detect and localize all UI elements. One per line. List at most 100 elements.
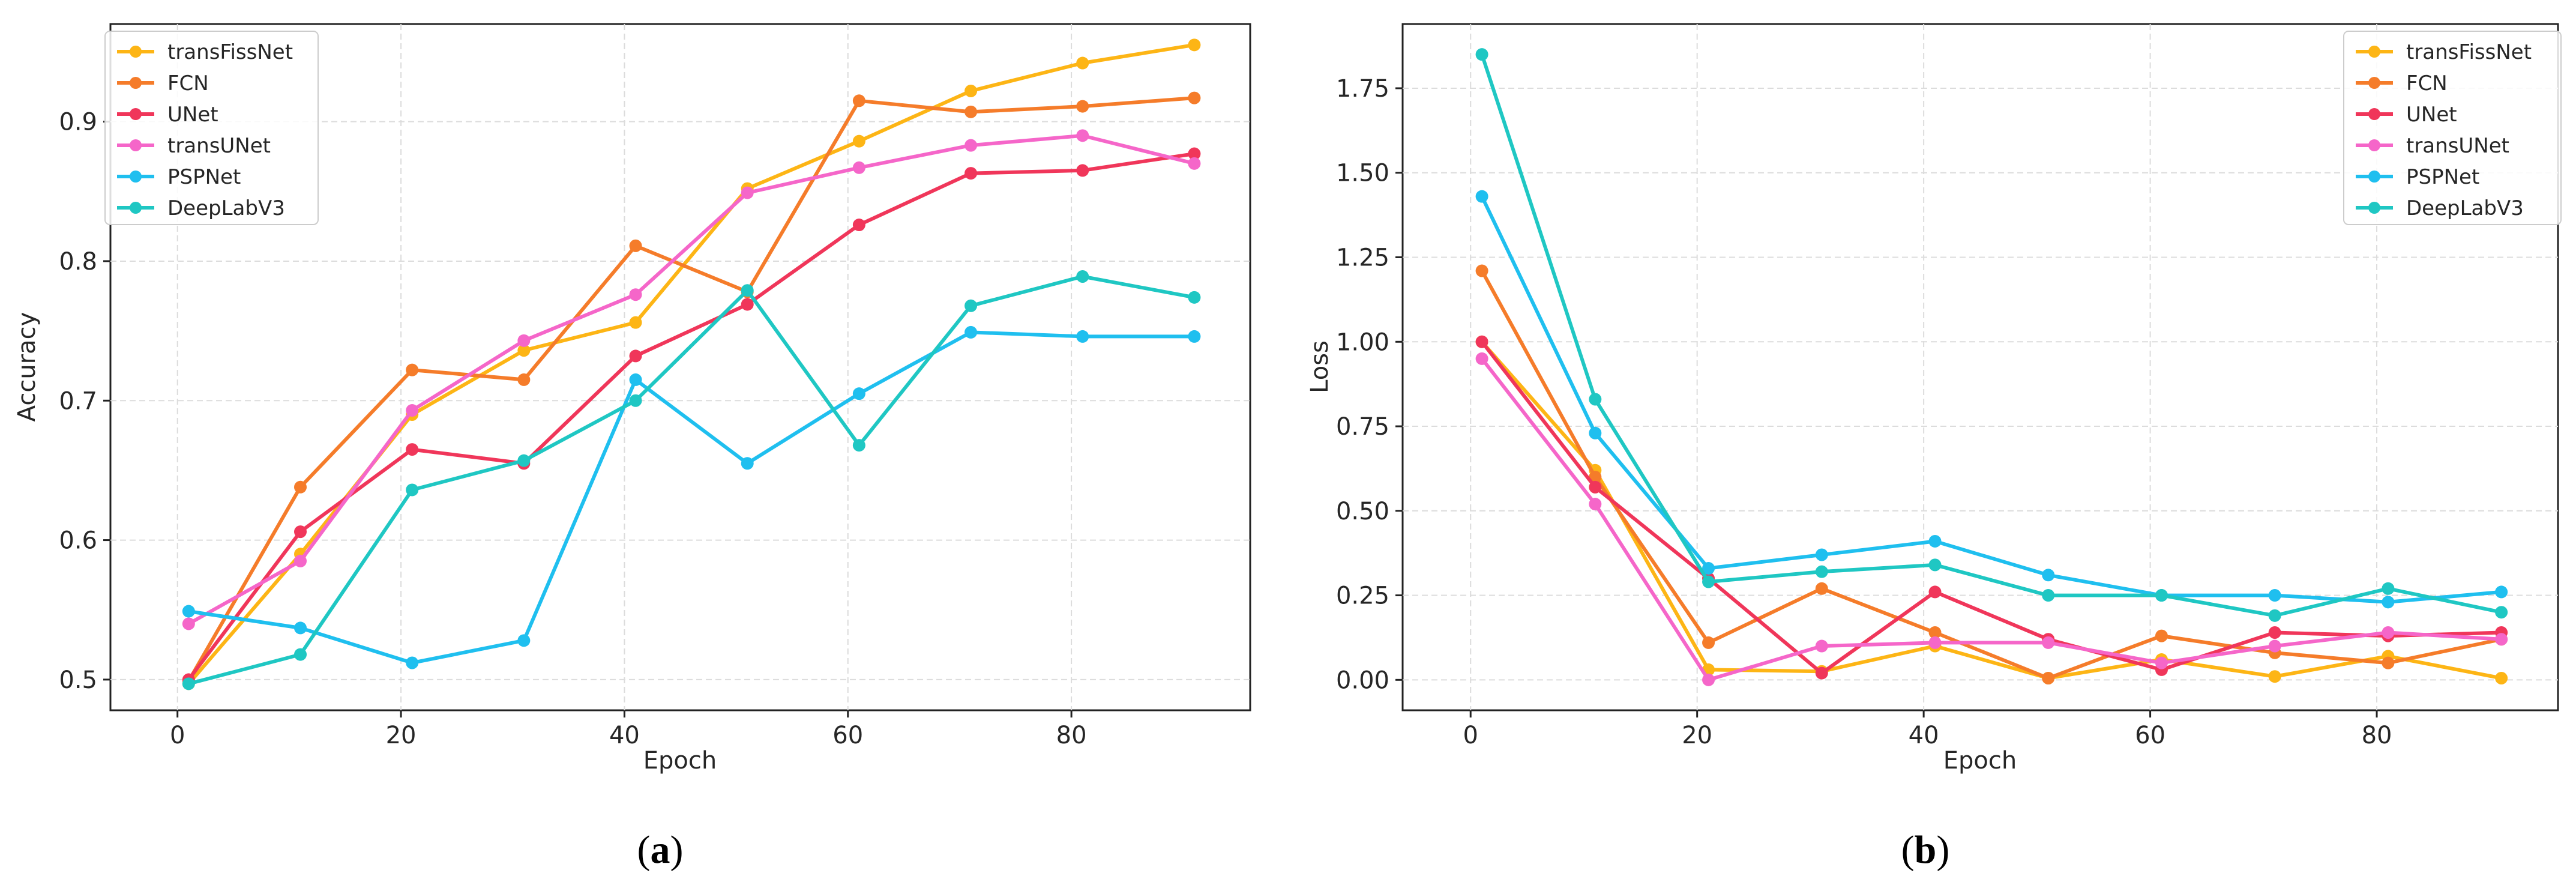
loss-legend-marker-unet bbox=[2368, 108, 2380, 120]
loss-y-tick-label: 0.75 bbox=[1336, 413, 1389, 441]
accuracy-data-point-pspnet bbox=[629, 373, 642, 386]
accuracy-legend-label-transunet: transUNet bbox=[167, 134, 271, 158]
accuracy-data-point-fcn bbox=[1076, 100, 1089, 113]
accuracy-y-tick-label: 0.5 bbox=[59, 666, 97, 694]
accuracy-data-point-pspnet bbox=[406, 656, 419, 669]
accuracy-data-point-fcn bbox=[294, 480, 307, 494]
loss-data-point-transunet bbox=[2495, 633, 2508, 646]
accuracy-data-point-transunet bbox=[964, 139, 978, 152]
accuracy-series-line-fcn bbox=[187, 96, 1195, 682]
loss-legend-marker-deeplabv3 bbox=[2368, 202, 2380, 214]
accuracy-data-point-transfissnet bbox=[629, 316, 642, 329]
loss-data-point-deeplabv3 bbox=[1475, 48, 1488, 61]
accuracy-data-point-unet bbox=[1188, 147, 1201, 160]
accuracy-data-point-unet bbox=[406, 443, 419, 456]
accuracy-x-tick-label: 40 bbox=[609, 722, 640, 749]
accuracy-data-point-fcn bbox=[964, 105, 978, 118]
loss-y-tick-label: 1.00 bbox=[1336, 328, 1389, 356]
loss-x-tick-label: 40 bbox=[1909, 722, 1939, 749]
loss-x-tick-label: 80 bbox=[2362, 722, 2392, 749]
loss-x-axis-label: Epoch bbox=[1943, 747, 2017, 775]
accuracy-legend-marker-fcn bbox=[130, 77, 142, 89]
loss-data-point-fcn bbox=[1475, 264, 1488, 277]
loss-data-point-fcn bbox=[2042, 672, 2055, 685]
loss-legend-label-transfissnet: transFissNet bbox=[2406, 40, 2532, 64]
accuracy-legend-marker-transunet bbox=[130, 139, 142, 151]
loss-x-tick-label: 60 bbox=[2135, 722, 2165, 749]
loss-series-line-transunet bbox=[1480, 357, 2502, 682]
loss-data-point-transunet bbox=[2042, 636, 2055, 649]
accuracy-data-point-pspnet bbox=[964, 325, 978, 339]
accuracy-data-point-transunet bbox=[1076, 129, 1089, 142]
loss-data-point-deeplabv3 bbox=[1928, 558, 1942, 572]
accuracy-y-tick-label: 0.9 bbox=[59, 109, 97, 136]
loss-series-line-deeplabv3 bbox=[1480, 53, 2502, 618]
accuracy-data-point-deeplabv3 bbox=[517, 454, 531, 467]
loss-data-point-pspnet bbox=[1928, 534, 1942, 548]
accuracy-data-point-deeplabv3 bbox=[1076, 270, 1089, 283]
accuracy-data-point-fcn bbox=[852, 94, 865, 107]
loss-data-point-unet bbox=[1475, 335, 1488, 348]
accuracy-legend-marker-deeplabv3 bbox=[130, 202, 142, 214]
accuracy-data-point-fcn bbox=[1188, 91, 1201, 104]
loss-y-tick-label: 1.75 bbox=[1336, 75, 1389, 103]
accuracy-data-point-transunet bbox=[852, 161, 865, 174]
accuracy-data-point-transfissnet bbox=[852, 134, 865, 148]
accuracy-legend-label-transfissnet: transFissNet bbox=[167, 40, 293, 64]
loss-data-point-pspnet bbox=[1815, 548, 1828, 561]
accuracy-series-line-pspnet bbox=[188, 330, 1194, 665]
loss-y-axis-label: Loss bbox=[1306, 340, 1334, 393]
accuracy-data-point-deeplabv3 bbox=[294, 648, 307, 661]
loss-data-point-transunet bbox=[1815, 639, 1828, 653]
accuracy-data-point-transunet bbox=[741, 186, 754, 199]
loss-y-tick-label: 0.25 bbox=[1336, 582, 1389, 610]
loss-data-point-fcn bbox=[2382, 656, 2395, 669]
loss-legend-label-fcn: FCN bbox=[2406, 71, 2448, 95]
loss-series-line-pspnet bbox=[1480, 195, 2502, 604]
accuracy-data-point-deeplabv3 bbox=[182, 677, 195, 690]
loss-data-point-pspnet bbox=[2495, 585, 2508, 599]
loss-data-point-deeplabv3 bbox=[1589, 393, 1602, 406]
accuracy-data-point-transfissnet bbox=[964, 85, 978, 98]
accuracy-data-point-deeplabv3 bbox=[406, 483, 419, 497]
panel-a-caption: (a) bbox=[637, 828, 684, 872]
accuracy-data-point-deeplabv3 bbox=[1188, 291, 1201, 304]
loss-data-point-transunet bbox=[1475, 352, 1488, 365]
accuracy-legend-marker-transfissnet bbox=[130, 46, 142, 58]
loss-plot-frame bbox=[1401, 23, 2559, 711]
accuracy-y-axis-label: Accuracy bbox=[13, 312, 41, 422]
loss-data-point-unet bbox=[2268, 626, 2281, 639]
loss-series-line-unet bbox=[1480, 340, 2502, 675]
accuracy-data-point-unet bbox=[294, 525, 307, 539]
accuracy-y-tick-label: 0.7 bbox=[59, 387, 97, 415]
accuracy-chart: 0 20 40 60 800.50.60.70.80.9 Epoch Accuracy … bbox=[13, 23, 1251, 872]
loss-data-point-pspnet bbox=[1702, 562, 1715, 575]
loss-legend-marker-transunet bbox=[2368, 139, 2380, 151]
accuracy-data-point-fcn bbox=[406, 363, 419, 376]
loss-data-point-pspnet bbox=[2268, 589, 2281, 602]
loss-data-point-fcn bbox=[1702, 636, 1715, 649]
accuracy-data-point-pspnet bbox=[741, 457, 754, 470]
accuracy-data-point-deeplabv3 bbox=[852, 439, 865, 452]
loss-data-point-transunet bbox=[1928, 636, 1942, 649]
accuracy-data-point-deeplabv3 bbox=[629, 394, 642, 407]
loss-data-point-deeplabv3 bbox=[2042, 589, 2055, 602]
accuracy-data-point-transunet bbox=[406, 404, 419, 417]
loss-x-tick-label: 20 bbox=[1682, 722, 1712, 749]
loss-legend-label-transunet: transUNet bbox=[2406, 134, 2509, 158]
accuracy-data-point-fcn bbox=[629, 239, 642, 252]
loss-data-point-fcn bbox=[1815, 582, 1828, 595]
accuracy-legend-label-deeplabv3: DeepLabV3 bbox=[167, 196, 285, 220]
loss-data-point-pspnet bbox=[1475, 190, 1488, 203]
loss-data-point-deeplabv3 bbox=[2268, 609, 2281, 622]
accuracy-data-point-transfissnet bbox=[1188, 38, 1201, 52]
accuracy-data-point-fcn bbox=[517, 373, 531, 386]
loss-data-point-transunet bbox=[2382, 626, 2395, 639]
loss-legend-label-deeplabv3: DeepLabV3 bbox=[2406, 196, 2524, 220]
loss-series-line-fcn bbox=[1480, 270, 2502, 680]
loss-data-point-transunet bbox=[1702, 673, 1715, 686]
accuracy-legend-box bbox=[104, 31, 319, 225]
loss-data-point-transunet bbox=[2268, 639, 2281, 653]
accuracy-data-point-transunet bbox=[1188, 157, 1201, 170]
accuracy-series-line-unet bbox=[187, 152, 1195, 681]
